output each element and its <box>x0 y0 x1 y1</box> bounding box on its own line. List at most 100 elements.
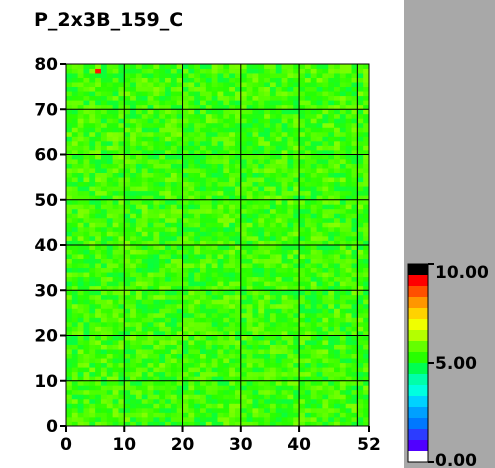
heatmap-cell <box>351 285 358 291</box>
heatmap-cell <box>287 245 294 250</box>
heatmap-cell <box>77 104 84 110</box>
heatmap-cell <box>77 421 84 427</box>
heatmap-cell <box>194 91 201 97</box>
heatmap-cell <box>182 403 189 409</box>
heatmap-cell <box>66 222 73 228</box>
heatmap-cell <box>229 168 236 173</box>
heatmap-cell <box>176 321 183 327</box>
heatmap-cell <box>269 231 277 237</box>
heatmap-cell <box>363 249 370 255</box>
heatmap-cell <box>287 226 294 232</box>
heatmap-cell <box>100 118 108 124</box>
heatmap-cell <box>130 199 137 205</box>
heatmap-cell <box>135 249 143 255</box>
heatmap-cell <box>217 172 224 178</box>
heatmap-cell <box>200 136 207 142</box>
heatmap-cell <box>135 68 143 74</box>
heatmap-cell <box>153 181 160 187</box>
heatmap-cell <box>141 91 148 97</box>
heatmap-cell <box>328 353 335 359</box>
heatmap-cell <box>275 317 282 323</box>
heatmap-cell <box>211 299 218 305</box>
heatmap-cell <box>83 113 90 119</box>
heatmap-cell <box>310 308 317 314</box>
heatmap-cell <box>304 290 312 296</box>
heatmap-cell <box>153 68 160 74</box>
heatmap-cell <box>118 204 125 210</box>
heatmap-cell <box>194 254 201 259</box>
heatmap-cell <box>176 208 183 214</box>
heatmap-cell <box>182 371 189 377</box>
heatmap-cell <box>217 154 224 160</box>
heatmap-cell <box>281 326 288 332</box>
heatmap-cell <box>170 299 178 305</box>
heatmap-cell <box>287 168 294 173</box>
heatmap-cell <box>246 267 253 273</box>
heatmap-cell <box>334 109 341 115</box>
heatmap-cell <box>246 421 253 427</box>
heatmap-cell <box>124 267 131 273</box>
heatmap-cell <box>345 235 352 241</box>
heatmap-cell <box>252 168 259 173</box>
heatmap-cell <box>83 312 90 318</box>
heatmap-cell <box>89 109 96 115</box>
heatmap-cell <box>194 312 201 318</box>
heatmap-cell <box>252 240 259 246</box>
heatmap-cell <box>100 181 108 187</box>
heatmap-cell <box>275 77 282 83</box>
heatmap-cell <box>200 258 207 264</box>
heatmap-cell <box>269 308 277 314</box>
heatmap-cell <box>334 131 341 137</box>
heatmap-cell <box>100 145 108 151</box>
heatmap-cell <box>200 172 207 178</box>
heatmap-cell <box>130 353 137 359</box>
heatmap-cell <box>112 398 119 404</box>
heatmap-cell <box>100 290 108 296</box>
heatmap-cell <box>205 199 213 205</box>
heatmap-cell <box>141 281 148 287</box>
heatmap-cell <box>310 118 317 124</box>
heatmap-cell <box>339 86 347 92</box>
heatmap-cell <box>141 145 148 151</box>
heatmap-cell <box>252 104 259 110</box>
heatmap-cell <box>71 330 79 336</box>
heatmap-cell <box>264 118 271 124</box>
heatmap-cell <box>153 285 160 291</box>
heatmap-cell <box>316 95 323 101</box>
heatmap-cell <box>258 64 265 69</box>
heatmap-cell <box>287 159 294 164</box>
heatmap-cell <box>200 217 207 223</box>
heatmap-cell <box>339 235 347 241</box>
heatmap-cell <box>363 177 370 183</box>
heatmap-cell <box>188 403 195 409</box>
heatmap-cell <box>106 367 114 373</box>
heatmap-cell <box>328 290 335 296</box>
heatmap-cell <box>351 272 358 278</box>
heatmap-cell <box>334 308 341 314</box>
heatmap-cell <box>252 416 259 422</box>
heatmap-cell <box>345 385 352 391</box>
heatmap-cell <box>200 303 207 309</box>
heatmap-cell <box>95 168 102 173</box>
heatmap-cell <box>240 421 248 427</box>
heatmap-cell <box>182 335 189 341</box>
heatmap-cell <box>234 199 242 205</box>
heatmap-cell <box>89 376 96 382</box>
heatmap-cell <box>240 281 248 287</box>
heatmap-cell <box>106 86 114 92</box>
heatmap-cell <box>106 299 114 305</box>
heatmap-cell <box>176 168 183 173</box>
heatmap-cell <box>363 407 370 413</box>
heatmap-cell <box>310 380 317 386</box>
heatmap-cell <box>223 317 230 323</box>
heatmap-cell <box>299 77 306 83</box>
heatmap-cell <box>334 394 341 400</box>
heatmap-cell <box>334 376 341 382</box>
heatmap-cell <box>205 181 213 187</box>
heatmap-cell <box>217 204 224 210</box>
heatmap-cell <box>293 204 300 210</box>
heatmap-cell <box>258 263 265 269</box>
heatmap-cell <box>234 403 242 409</box>
heatmap-cell <box>240 208 248 214</box>
heatmap-cell <box>234 290 242 296</box>
